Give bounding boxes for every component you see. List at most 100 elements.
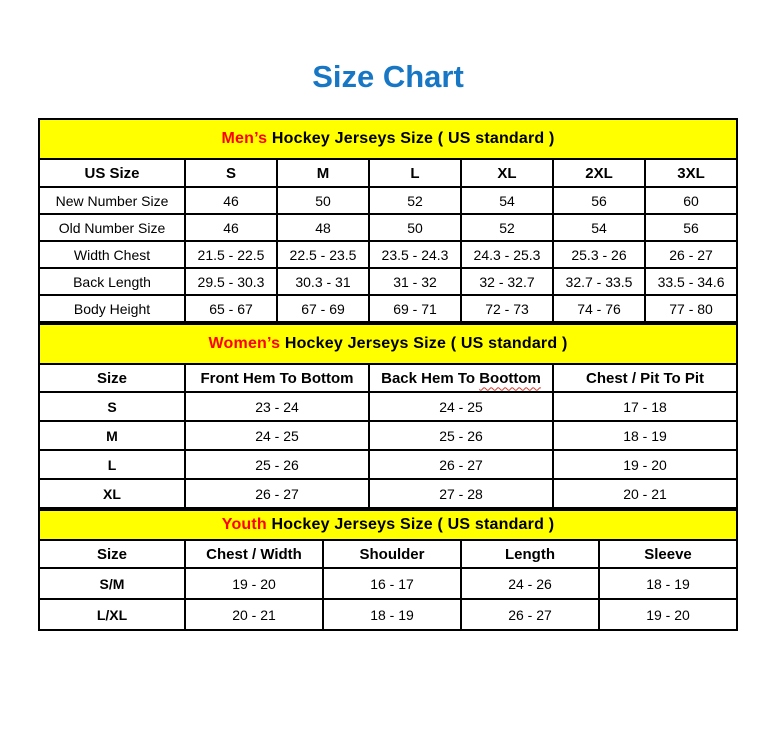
- header-cell: Chest / Width: [184, 539, 324, 570]
- table-cell: 20 - 21: [551, 478, 739, 510]
- header-cell: Size: [38, 363, 186, 394]
- table-cell: 56: [552, 186, 646, 216]
- table-cell: 27 - 28: [368, 478, 554, 510]
- table-cell: 54: [552, 213, 646, 243]
- table-cell: 24 - 25: [184, 420, 370, 452]
- header-cell: M: [276, 158, 370, 189]
- header-cell: 2XL: [552, 158, 646, 189]
- table-row: XL 26 - 27 27 - 28 20 - 21: [38, 478, 739, 510]
- header-cell: Shoulder: [322, 539, 462, 570]
- table-row: Old Number Size 46 48 50 52 54 56: [38, 213, 739, 243]
- row-label: XL: [38, 478, 186, 510]
- table-cell: 19 - 20: [597, 598, 739, 632]
- table-cell: 25 - 26: [368, 420, 554, 452]
- header-cell: S: [184, 158, 278, 189]
- header-cell: Back Hem To Boottom: [368, 363, 554, 394]
- table-cell: 77 - 80: [643, 294, 739, 324]
- table-cell: 19 - 20: [551, 449, 739, 481]
- table-row: Body Height 65 - 67 67 - 69 69 - 71 72 - 73 7…: [38, 294, 739, 324]
- row-label: M: [38, 420, 186, 452]
- header-cell: Size: [38, 539, 186, 570]
- band-highlight-text: Youth: [221, 516, 267, 534]
- band-rest-text: Hockey Jerseys Size ( US standard ): [267, 130, 555, 148]
- row-label: Old Number Size: [38, 213, 186, 243]
- table-cell: 24 - 25: [368, 391, 554, 423]
- youth-size-table: Youth Hockey Jerseys Size ( US standard …: [37, 509, 739, 632]
- header-cell: US Size: [38, 158, 186, 189]
- size-chart: Men’s Hockey Jerseys Size ( US standard …: [37, 118, 739, 632]
- table-cell: 22.5 - 23.5: [276, 240, 370, 270]
- header-cell: Chest / Pit To Pit: [551, 363, 739, 394]
- table-row: L/XL 20 - 21 18 - 19 26 - 27 19 - 20: [38, 598, 739, 632]
- table-row: Back Length 29.5 - 30.3 30.3 - 31 31 - 32 32…: [38, 267, 739, 297]
- section-band: Women’s Hockey Jerseys Size ( US standar…: [37, 323, 739, 366]
- header-cell: L: [368, 158, 462, 189]
- table-cell: 24.3 - 25.3: [460, 240, 554, 270]
- band-highlight-text: Women’s: [208, 335, 281, 353]
- table-cell: 20 - 21: [184, 598, 324, 632]
- table-cell: 54: [460, 186, 554, 216]
- table-cell: 23 - 24: [184, 391, 370, 423]
- band-rest-text: Hockey Jerseys Size ( US standard ): [266, 516, 555, 534]
- table-cell: 69 - 71: [368, 294, 462, 324]
- section-band: Youth Hockey Jerseys Size ( US standard …: [37, 509, 739, 542]
- table-cell: 16 - 17: [322, 567, 462, 601]
- row-label: S: [38, 391, 186, 423]
- mens-size-table: Men’s Hockey Jerseys Size ( US standard …: [37, 118, 739, 324]
- section-band-row: Women’s Hockey Jerseys Size ( US standar…: [37, 323, 739, 366]
- table-cell: 18 - 19: [597, 567, 739, 601]
- row-label: Back Length: [38, 267, 186, 297]
- table-cell: 46: [184, 186, 278, 216]
- table-cell: 26 - 27: [460, 598, 600, 632]
- table-cell: 26 - 27: [184, 478, 370, 510]
- page-title: Size Chart: [312, 59, 464, 94]
- table-cell: 32 - 32.7: [460, 267, 554, 297]
- table-cell: 74 - 76: [552, 294, 646, 324]
- header-cell: 3XL: [643, 158, 739, 189]
- table-cell: 52: [460, 213, 554, 243]
- table-cell: 52: [368, 186, 462, 216]
- table-cell: 31 - 32: [368, 267, 462, 297]
- table-cell: 21.5 - 22.5: [184, 240, 278, 270]
- table-cell: 25 - 26: [184, 449, 370, 481]
- table-cell: 32.7 - 33.5: [552, 267, 646, 297]
- table-cell: 25.3 - 26: [552, 240, 646, 270]
- column-header-row: Size Front Hem To Bottom Back Hem To Boott…: [38, 363, 739, 394]
- row-label: New Number Size: [38, 186, 186, 216]
- table-cell: 24 - 26: [460, 567, 600, 601]
- row-label: Body Height: [38, 294, 186, 324]
- header-cell: Length: [460, 539, 600, 570]
- table-cell: 26 - 27: [643, 240, 739, 270]
- table-cell: 30.3 - 31: [276, 267, 370, 297]
- table-row: S/M 19 - 20 16 - 17 24 - 26 18 - 19: [38, 567, 739, 601]
- header-cell: Sleeve: [597, 539, 739, 570]
- table-row: Width Chest 21.5 - 22.5 22.5 - 23.5 23.5 - …: [38, 240, 739, 270]
- table-cell: 23.5 - 24.3: [368, 240, 462, 270]
- section-band: Men’s Hockey Jerseys Size ( US standard …: [37, 118, 739, 161]
- table-cell: 48: [276, 213, 370, 243]
- table-cell: 56: [643, 213, 739, 243]
- table-row: M 24 - 25 25 - 26 18 - 19: [38, 420, 739, 452]
- column-header-row: US Size S M L XL 2XL 3XL: [38, 158, 739, 189]
- table-cell: 33.5 - 34.6: [643, 267, 739, 297]
- table-cell: 60: [643, 186, 739, 216]
- table-cell: 18 - 19: [551, 420, 739, 452]
- header-cell: XL: [460, 158, 554, 189]
- table-cell: 46: [184, 213, 278, 243]
- column-header-row: Size Chest / Width Shoulder Length Sleeve: [38, 539, 739, 570]
- table-row: New Number Size 46 50 52 54 56 60: [38, 186, 739, 216]
- table-cell: 50: [368, 213, 462, 243]
- table-cell: 19 - 20: [184, 567, 324, 601]
- table-cell: 26 - 27: [368, 449, 554, 481]
- table-cell: 65 - 67: [184, 294, 278, 324]
- table-cell: 17 - 18: [551, 391, 739, 423]
- band-highlight-text: Men’s: [221, 130, 268, 148]
- table-row: S 23 - 24 24 - 25 17 - 18: [38, 391, 739, 423]
- table-cell: 29.5 - 30.3: [184, 267, 278, 297]
- misspelled-word: Boottom: [479, 369, 541, 387]
- table-cell: 72 - 73: [460, 294, 554, 324]
- womens-size-table: Women’s Hockey Jerseys Size ( US standar…: [37, 323, 739, 510]
- section-band-row: Youth Hockey Jerseys Size ( US standard …: [37, 509, 739, 542]
- row-label: Width Chest: [38, 240, 186, 270]
- band-rest-text: Hockey Jerseys Size ( US standard ): [280, 335, 568, 353]
